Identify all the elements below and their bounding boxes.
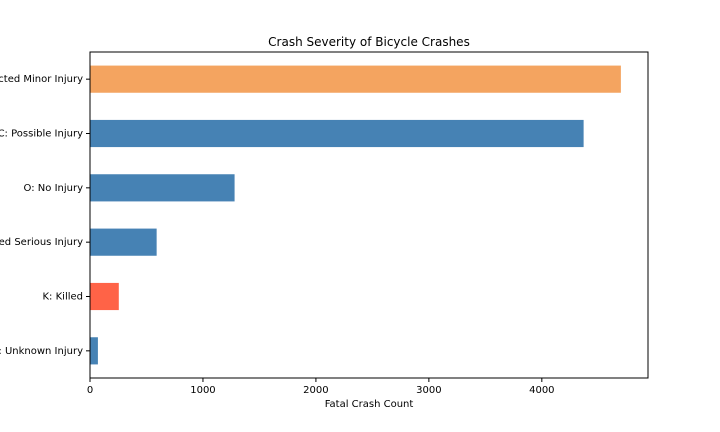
y-tick-label: K: Killed — [43, 292, 84, 303]
y-tick-label: A: Suspected Serious Injury — [0, 237, 83, 248]
x-axis-label: Fatal Crash Count — [325, 399, 414, 410]
chart-title: Crash Severity of Bicycle Crashes — [268, 35, 470, 49]
x-tick-label: 2000 — [303, 385, 328, 396]
plot-frame — [89, 51, 649, 379]
bar — [90, 337, 98, 365]
y-tick-label: U: Unknown Injury — [0, 346, 83, 357]
x-tick-label: 4000 — [529, 385, 554, 396]
x-tick-label: 3000 — [416, 385, 441, 396]
x-axis-ticks: 0 1000 2000 3000 4000 — [87, 378, 555, 396]
bar — [90, 65, 621, 93]
y-tick-label: O: No Injury — [24, 183, 84, 194]
bar — [90, 174, 235, 202]
bars-group — [90, 65, 621, 365]
bar — [90, 119, 584, 148]
y-tick-label: B: Suspected Minor Injury — [0, 74, 83, 85]
y-axis-ticks: B: Suspected Minor Injury C: Possible Inj… — [0, 74, 90, 357]
bar — [90, 228, 157, 256]
x-tick-label: 0 — [87, 385, 93, 396]
x-tick-label: 1000 — [190, 385, 215, 396]
bar — [90, 282, 119, 311]
y-tick-label: C: Possible Injury — [0, 129, 83, 140]
plot-area — [90, 52, 648, 378]
